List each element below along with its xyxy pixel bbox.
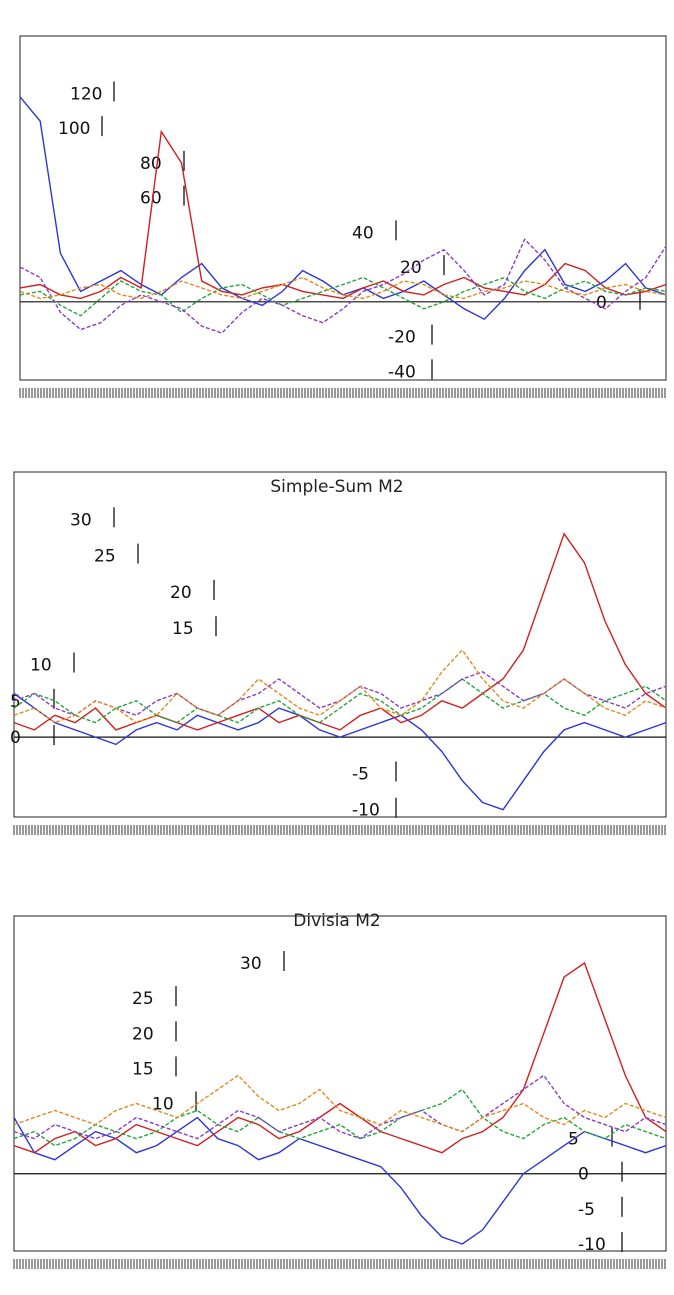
chart-panel-3: Divisia M2 30 25 20 15 10 5 0 -5 -10 xyxy=(0,896,674,1291)
y-tick-label: 20 xyxy=(170,583,192,603)
series-line-4 xyxy=(13,1074,667,1140)
chart-panel-2: Simple-Sum M2 30 25 20 15 10 5 0 -5 -10 xyxy=(0,452,674,856)
y-tick-label: -5 xyxy=(578,1200,595,1220)
y-tick-label: 60 xyxy=(140,189,162,209)
y-tick-label: 30 xyxy=(70,510,92,530)
y-tick-label: 15 xyxy=(172,619,194,639)
y-tick-label: 30 xyxy=(240,954,262,974)
y-tick-label: 120 xyxy=(70,84,102,104)
series-line-5 xyxy=(19,276,667,300)
series-line-2 xyxy=(19,129,667,300)
plot-frame xyxy=(13,471,667,818)
series-line-3 xyxy=(19,276,667,317)
x-axis-band xyxy=(13,1259,666,1269)
y-tick-label: 20 xyxy=(132,1024,154,1044)
y-tick-label: 25 xyxy=(94,547,116,567)
y-tick-label: 20 xyxy=(400,258,422,278)
series-line-3 xyxy=(13,1088,667,1147)
series-line-2 xyxy=(13,532,667,731)
y-tick-label: -10 xyxy=(352,801,380,821)
y-tick-label: 0 xyxy=(578,1165,589,1185)
series-line-4 xyxy=(13,671,667,717)
y-tick-label: 10 xyxy=(30,656,52,676)
plot-frame xyxy=(19,35,667,381)
series-line-5 xyxy=(13,648,667,724)
series-line-1 xyxy=(13,1116,667,1245)
series-line-1 xyxy=(19,96,667,321)
series-line-5 xyxy=(13,1074,667,1133)
x-axis-band xyxy=(13,825,666,835)
y-tick-label: 0 xyxy=(596,293,607,313)
y-tick-label: 15 xyxy=(132,1059,154,1079)
chart-title: Divisia M2 xyxy=(293,911,380,931)
y-tick-label: -20 xyxy=(388,328,416,348)
series-line-4 xyxy=(19,238,667,334)
y-tick-label: -5 xyxy=(352,764,369,784)
y-tick-label: 10 xyxy=(152,1095,174,1115)
x-axis-band xyxy=(19,388,666,398)
plot-frame xyxy=(13,915,667,1252)
y-tick-label: 0 xyxy=(10,728,21,748)
series-line-1 xyxy=(13,692,667,811)
y-tick-label: 5 xyxy=(10,692,21,712)
y-tick-label: -40 xyxy=(388,362,416,382)
y-tick-label: 25 xyxy=(132,989,154,1009)
y-tick-label: 40 xyxy=(352,223,374,243)
y-tick-label: -10 xyxy=(578,1235,606,1255)
chart-panel-1: 120 100 80 60 40 20 0 -20 -40 xyxy=(0,18,674,398)
chart-title: Simple-Sum M2 xyxy=(270,477,403,497)
y-tick-label: 100 xyxy=(58,119,90,139)
series-line-3 xyxy=(13,678,667,724)
